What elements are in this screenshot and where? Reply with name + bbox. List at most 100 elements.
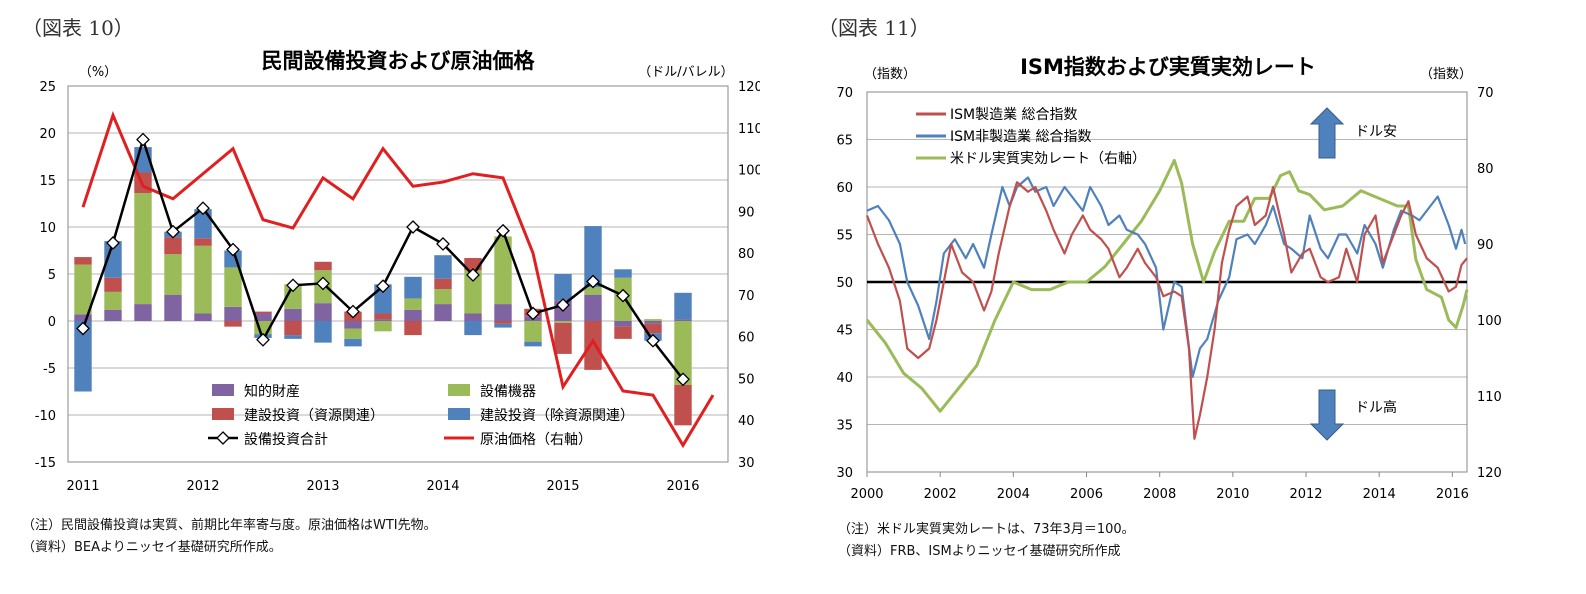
bar-segment xyxy=(374,321,392,332)
y2-tick-label: 100 xyxy=(738,164,760,179)
capex-total-marker xyxy=(616,288,630,303)
x-tick-label: 2011 xyxy=(66,479,99,494)
bar-segment xyxy=(404,309,422,321)
bar-segment xyxy=(284,335,302,339)
legend-label: 原油価格（右軸） xyxy=(480,432,592,448)
capex-total-marker xyxy=(76,321,90,336)
bar-segment xyxy=(74,321,92,392)
bar-segment xyxy=(134,193,152,305)
x-tick-label: 2002 xyxy=(924,487,957,502)
x-tick-label: 2010 xyxy=(1216,487,1249,502)
bar-segment xyxy=(644,323,662,334)
bar-segment xyxy=(194,245,212,314)
y2-tick-label: 70 xyxy=(1477,86,1494,101)
bar-segment xyxy=(644,319,662,321)
y2-tick-label: 80 xyxy=(738,247,755,262)
legend-label: 建設投資（除資源関連） xyxy=(480,408,634,424)
bar-segment xyxy=(104,309,122,321)
y2-tick-label: 50 xyxy=(738,372,755,387)
capex-total-marker xyxy=(196,201,210,216)
bar-segment xyxy=(524,321,542,342)
y2-tick-label: 70 xyxy=(738,289,755,304)
capex-total-marker xyxy=(226,242,240,257)
oil-price-line xyxy=(81,110,715,449)
x-tick-label: 2014 xyxy=(1363,487,1396,502)
bar-segment xyxy=(584,287,602,295)
legend-label: 設備機器 xyxy=(480,384,536,400)
bar-segment xyxy=(344,321,362,329)
bar-segment xyxy=(584,226,602,288)
bar-segment xyxy=(554,322,572,354)
y-tick-label: 10 xyxy=(39,221,56,236)
bar-segment xyxy=(674,384,692,426)
series-line xyxy=(865,181,1468,440)
bar-segment xyxy=(104,241,122,278)
bar-segment xyxy=(254,313,272,321)
bar-segment xyxy=(584,321,602,370)
x-tick-label: 2000 xyxy=(850,487,883,502)
figure-10-label: （図表 10） xyxy=(22,16,134,40)
bar-segment xyxy=(164,294,182,321)
bar-segment xyxy=(314,303,332,321)
y2-tick-label: 90 xyxy=(1477,238,1494,253)
legend-label: 建設投資（資源関連） xyxy=(244,408,384,424)
bar-segment xyxy=(74,264,92,315)
bar-segment xyxy=(434,304,452,321)
bar-segment xyxy=(494,321,512,324)
y-tick-label: -10 xyxy=(35,409,56,424)
y-tick-label: 35 xyxy=(836,419,853,434)
bar-segment xyxy=(674,319,692,321)
y-tick-label: 55 xyxy=(836,229,853,244)
x-tick-label: 2008 xyxy=(1143,487,1176,502)
y-axis-unit-label: （指数） xyxy=(864,67,916,82)
y-tick-label: 25 xyxy=(39,80,56,95)
y-tick-label: 50 xyxy=(836,276,853,291)
y-tick-label: -5 xyxy=(43,362,56,377)
capex-total-marker xyxy=(406,220,420,234)
arrow-up-label: ドル安 xyxy=(1355,124,1397,140)
legend-label: 知的財産 xyxy=(244,383,300,400)
bar-segment xyxy=(224,321,242,327)
bar-segment xyxy=(404,276,422,299)
y2-axis-unit-label: （指数） xyxy=(1420,67,1472,82)
bar-segment xyxy=(464,313,482,321)
capex-total-marker xyxy=(166,224,180,239)
y-tick-label: 60 xyxy=(836,181,853,196)
series-line xyxy=(865,158,1469,413)
y-tick-label: 0 xyxy=(48,315,56,330)
bar-segment xyxy=(374,319,392,321)
x-tick-label: 2004 xyxy=(997,487,1030,502)
bar-segment xyxy=(494,236,512,305)
capex-total-marker xyxy=(556,298,570,312)
chart-title: 民間設備投資および原油価格 xyxy=(262,49,536,73)
capex-total-marker xyxy=(646,333,660,348)
legend-label: ISM非製造業 総合指数 xyxy=(950,129,1092,145)
bar-segment xyxy=(344,328,362,339)
y-tick-label: 15 xyxy=(39,174,56,189)
bar-segment xyxy=(434,278,452,290)
capex-total-marker xyxy=(346,304,360,319)
bar-segment xyxy=(74,314,92,321)
legend-swatch xyxy=(448,384,470,396)
figure-11-label: （図表 11） xyxy=(818,16,930,40)
legend-label: ISM製造業 総合指数 xyxy=(950,107,1078,123)
bar-segment xyxy=(104,291,122,310)
y2-tick-label: 80 xyxy=(1477,162,1494,177)
bar-segment xyxy=(434,255,452,279)
bar-segment xyxy=(674,321,692,385)
x-tick-label: 2006 xyxy=(1070,487,1103,502)
bar-segment xyxy=(494,304,512,321)
series-line xyxy=(866,176,1467,379)
y-tick-label: 65 xyxy=(836,134,853,149)
bar-segment xyxy=(134,304,152,321)
y-axis-unit-label: （%） xyxy=(79,65,117,80)
capex-total-marker xyxy=(316,276,330,291)
y2-tick-label: 120 xyxy=(1477,466,1502,481)
bar-segment xyxy=(314,321,332,343)
bar-segment xyxy=(614,321,632,327)
y-tick-label: 70 xyxy=(836,86,853,101)
capex-total-marker xyxy=(286,278,300,293)
x-tick-label: 2012 xyxy=(1289,487,1322,502)
bar-segment xyxy=(194,313,212,321)
bar-segment xyxy=(434,289,452,305)
